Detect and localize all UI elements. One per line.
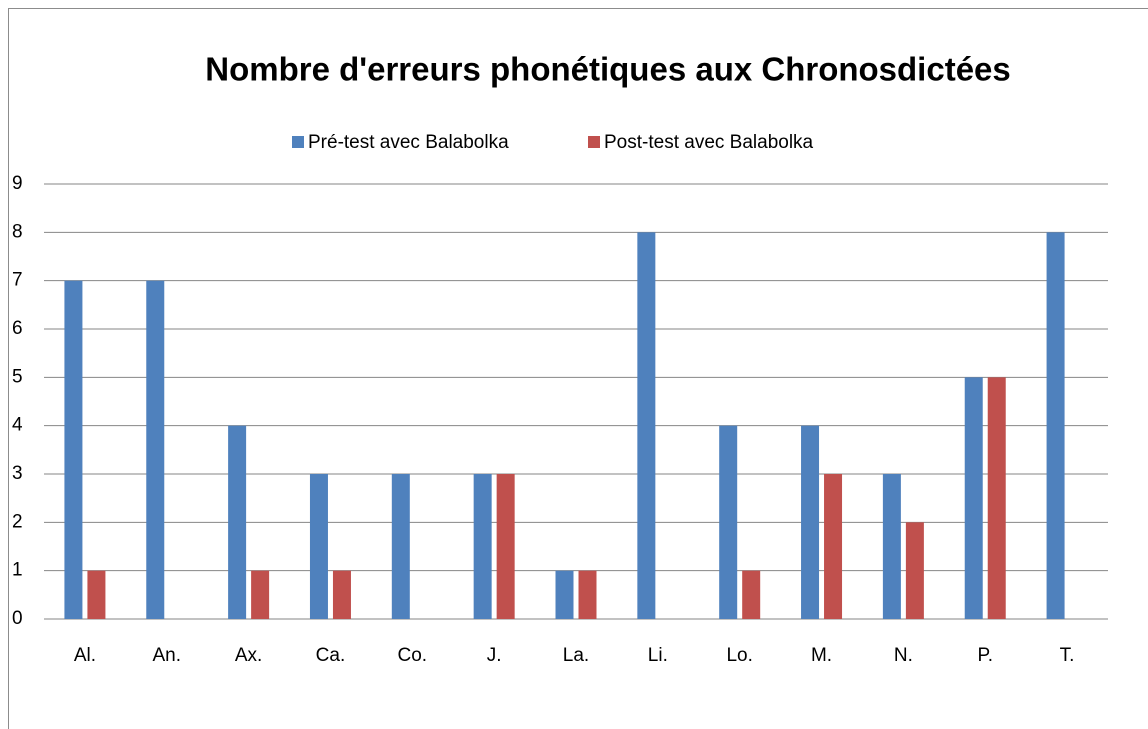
legend-label: Pré-test avec Balabolka	[308, 132, 509, 153]
bar	[719, 425, 738, 619]
x-tick-label: La.	[563, 645, 589, 666]
legend-label: Post-test avec Balabolka	[604, 132, 814, 153]
bar	[742, 570, 761, 619]
bar	[882, 474, 901, 619]
x-tick-label: Li.	[648, 645, 668, 666]
legend-swatch	[588, 136, 600, 148]
bar	[228, 425, 247, 619]
y-tick-label: 6	[12, 318, 23, 339]
y-tick-label: 0	[12, 608, 23, 629]
bar	[555, 570, 574, 619]
y-tick-label: 3	[12, 463, 23, 484]
y-tick-label: 5	[12, 366, 23, 387]
x-tick-label: Al.	[74, 645, 96, 666]
bar	[309, 474, 328, 619]
y-tick-label: 9	[12, 173, 23, 194]
x-tick-label: Ca.	[316, 645, 346, 666]
y-tick-label: 2	[12, 511, 23, 532]
chart-frame	[8, 8, 1148, 729]
bar	[637, 232, 656, 620]
bar	[578, 570, 597, 619]
bar	[391, 474, 410, 619]
y-tick-label: 4	[12, 415, 23, 436]
x-tick-label: Co.	[398, 645, 428, 666]
bar	[64, 280, 83, 619]
x-tick-label: N.	[894, 645, 913, 666]
bar	[251, 570, 270, 619]
x-tick-label: Ax.	[235, 645, 262, 666]
bar	[496, 474, 515, 619]
bar	[146, 280, 165, 619]
bar	[964, 377, 983, 619]
y-tick-label: 1	[12, 560, 23, 581]
x-tick-label: An.	[153, 645, 182, 666]
legend-swatch	[292, 136, 304, 148]
bar	[905, 522, 924, 619]
x-tick-label: P.	[977, 645, 993, 666]
x-tick-label: J.	[487, 645, 502, 666]
bar	[987, 377, 1006, 619]
y-tick-label: 8	[12, 221, 23, 242]
bar	[824, 474, 843, 619]
bar	[1046, 232, 1065, 620]
x-tick-label: T.	[1060, 645, 1075, 666]
bar	[473, 474, 492, 619]
x-tick-label: M.	[811, 645, 832, 666]
y-tick-label: 7	[12, 270, 23, 291]
bar	[332, 570, 351, 619]
bar	[801, 425, 820, 619]
x-tick-label: Lo.	[726, 645, 752, 666]
bar	[87, 570, 106, 619]
chart-title: Nombre d'erreurs phonétiques aux Chronos…	[205, 51, 1011, 88]
